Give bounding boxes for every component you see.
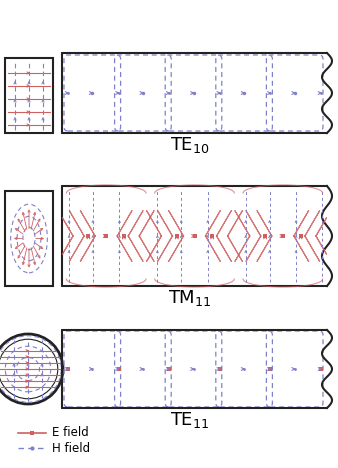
Bar — [5, 191, 53, 286]
Text: $\mathrm{TE}_{10}$: $\mathrm{TE}_{10}$ — [170, 135, 209, 155]
Text: $\mathrm{TM}_{11}$: $\mathrm{TM}_{11}$ — [168, 288, 211, 308]
Text: H field: H field — [52, 441, 90, 454]
Text: $\mathrm{TE}_{11}$: $\mathrm{TE}_{11}$ — [170, 410, 209, 430]
Text: E field: E field — [52, 426, 89, 439]
Bar — [5, 58, 53, 133]
